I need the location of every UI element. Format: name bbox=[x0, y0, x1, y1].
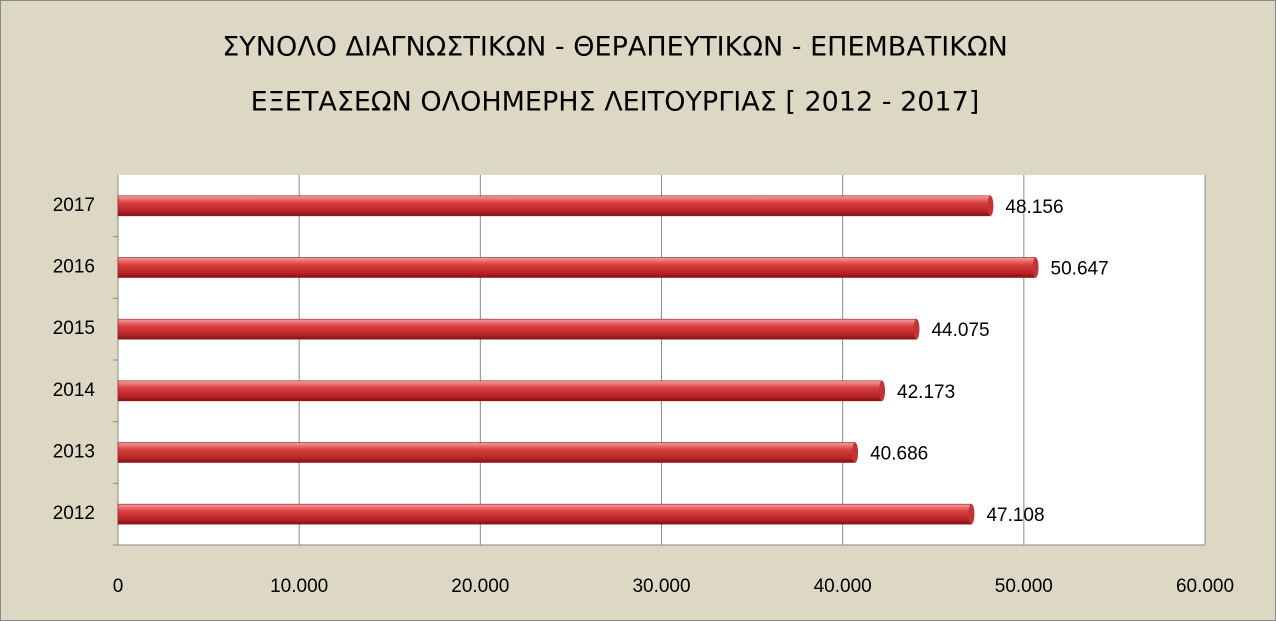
bar-cap bbox=[968, 504, 975, 525]
data-label: 42.173 bbox=[897, 382, 955, 403]
bar bbox=[117, 195, 991, 217]
x-tick-label: 0 bbox=[113, 576, 124, 597]
y-tick-label: 2016 bbox=[53, 257, 95, 278]
chart-title: ΕΞΕΤΑΣΕΩΝ ΟΛΟΗΜΕΡΗΣ ΛΕΙΤΟΥΡΓΙΑΣ [ 2012 -… bbox=[251, 87, 980, 118]
y-tick-label: 2017 bbox=[53, 195, 95, 216]
data-label: 44.075 bbox=[931, 320, 989, 341]
y-tick-label: 2015 bbox=[53, 318, 95, 339]
bar bbox=[117, 442, 856, 463]
data-label: 50.647 bbox=[1051, 259, 1109, 280]
y-tick-label: 2013 bbox=[53, 442, 95, 463]
bar-cap bbox=[987, 195, 994, 216]
x-tick-label: 40.000 bbox=[814, 576, 872, 597]
bar bbox=[117, 503, 972, 525]
bar-cap bbox=[913, 319, 920, 340]
x-tick-label: 30.000 bbox=[632, 576, 690, 597]
data-label: 40.686 bbox=[870, 444, 928, 465]
bar-cap bbox=[852, 442, 859, 463]
x-tick-label: 50.000 bbox=[995, 576, 1053, 597]
data-label: 47.108 bbox=[986, 505, 1044, 526]
bar bbox=[117, 318, 917, 340]
x-tick-label: 20.000 bbox=[451, 576, 509, 597]
y-tick-label: 2012 bbox=[53, 503, 95, 524]
x-tick-label: 60.000 bbox=[1176, 576, 1234, 597]
data-label: 48.156 bbox=[1005, 197, 1063, 218]
x-tick-label: 10.000 bbox=[270, 576, 328, 597]
bar bbox=[117, 257, 1036, 278]
chart-title: ΣΥΝΟΛΟ ΔΙΑΓΝΩΣΤΙΚΩΝ - ΘΕΡΑΠΕΥΤΙΚΩΝ - ΕΠΕ… bbox=[222, 32, 1008, 63]
y-tick-label: 2014 bbox=[53, 380, 96, 401]
bar-cap bbox=[1032, 257, 1039, 278]
bar bbox=[117, 380, 883, 402]
bar-cap bbox=[879, 380, 886, 401]
